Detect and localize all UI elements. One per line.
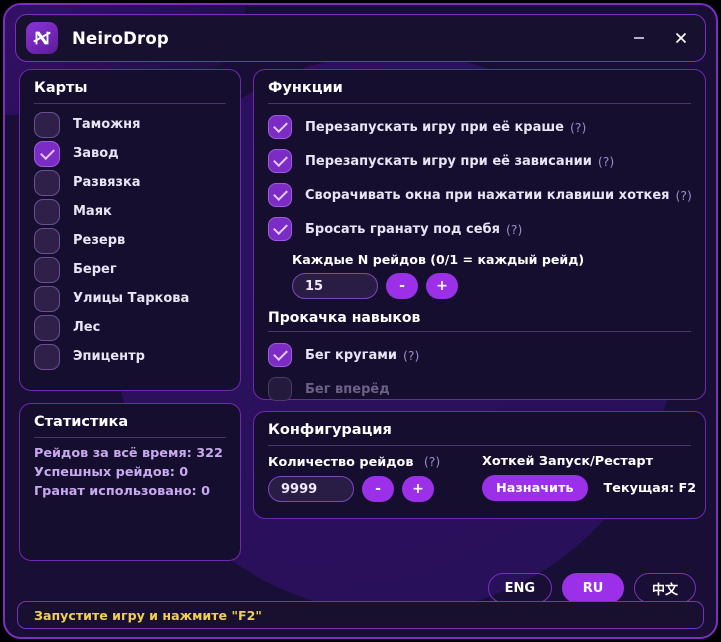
map-item-label: Развязка: [73, 175, 141, 190]
stat-grenades-used: Гранат использовано: 0: [34, 484, 211, 499]
raids-count-increment-button[interactable]: +: [402, 476, 434, 502]
checkbox-icon[interactable]: [268, 343, 292, 367]
configuration-panel-title: Конфигурация: [268, 422, 392, 438]
raids-count-decrement-button[interactable]: -: [362, 476, 394, 502]
checkbox-icon[interactable]: [34, 256, 60, 283]
raids-count-group: Количество рейдов (?) - +: [268, 452, 466, 502]
stat-successful-raids: Успешных рейдов: 0: [34, 465, 189, 480]
divider: [34, 103, 226, 104]
function-drop-grenade[interactable]: Бросать гранату под себя (?): [254, 212, 705, 246]
function-minimize-on-hotkey[interactable]: Сворачивать окна при нажатии клавиши хот…: [254, 178, 705, 212]
app-logo-icon: [26, 22, 58, 54]
function-label: Перезапускать игру при её краше: [305, 119, 564, 135]
checkbox-icon[interactable]: [34, 343, 60, 370]
hotkey-label: Хоткей Запуск/Рестарт: [482, 454, 653, 469]
statistics-panel-title: Статистика: [34, 414, 129, 430]
stat-total-raids: Рейдов за всё время: 322: [34, 446, 223, 461]
language-button-zh[interactable]: 中文: [634, 573, 696, 603]
map-item-label: Лес: [73, 320, 101, 335]
checkbox-icon[interactable]: [34, 314, 60, 341]
language-button-eng[interactable]: ENG: [487, 573, 552, 603]
app-title: NeiroDrop: [72, 28, 169, 48]
assign-hotkey-button[interactable]: Назначить: [482, 475, 588, 501]
close-icon[interactable]: [663, 21, 699, 55]
map-item-label: Маяк: [73, 204, 112, 219]
skill-run-forward[interactable]: Бег вперёд: [254, 372, 705, 406]
functions-panel: Функции Перезапускать игру при её краше …: [253, 69, 706, 401]
raids-count-label-text: Количество рейдов: [268, 455, 414, 470]
checkbox-icon[interactable]: [268, 115, 292, 139]
checkbox-icon[interactable]: [268, 149, 292, 173]
checkbox-icon[interactable]: [34, 285, 60, 312]
divider: [268, 445, 691, 446]
map-item-bereg[interactable]: Берег: [20, 255, 240, 284]
function-label: Сворачивать окна при нажатии клавиши хот…: [305, 187, 670, 203]
skills-section-title: Прокачка навыков: [268, 310, 421, 326]
current-hotkey-value: Текущая: F2: [603, 480, 697, 496]
functions-panel-title: Функции: [268, 80, 343, 96]
map-item-rezerv[interactable]: Резерв: [20, 226, 240, 255]
statistics-panel: Статистика Рейдов за всё время: 322 Успе…: [19, 403, 241, 561]
function-restart-on-crash[interactable]: Перезапускать игру при её краше (?): [254, 110, 705, 144]
maps-panel-title: Карты: [34, 80, 88, 96]
minimize-icon[interactable]: [621, 21, 657, 55]
map-item-ulitsy-tarkova[interactable]: Улицы Таркова: [20, 284, 240, 313]
app-window: NeiroDrop Карты Таможня Завод: [3, 3, 718, 639]
status-bar: Запустите игру и нажмите "F2": [17, 601, 704, 629]
hotkey-group: Хоткей Запуск/Рестарт Назначить Текущая:…: [482, 452, 696, 502]
map-item-tamozhnya[interactable]: Таможня: [20, 110, 240, 139]
help-icon[interactable]: (?): [570, 119, 587, 135]
checkbox-icon[interactable]: [34, 169, 60, 196]
help-icon[interactable]: (?): [402, 347, 420, 363]
skill-run-in-circles[interactable]: Бег кругами (?): [254, 338, 705, 372]
skill-label: Бег вперёд: [305, 381, 390, 397]
raids-count-input[interactable]: [268, 476, 354, 502]
function-label: Бросать гранату под себя: [305, 221, 500, 237]
every-n-raids-stepper: - +: [254, 271, 705, 301]
help-icon[interactable]: (?): [675, 187, 692, 203]
status-text: Запустите игру и нажмите "F2": [34, 607, 262, 623]
checkbox-icon[interactable]: [34, 227, 60, 254]
map-item-epitsentr[interactable]: Эпицентр: [20, 342, 240, 371]
map-item-label: Улицы Таркова: [73, 291, 190, 306]
divider: [268, 103, 691, 104]
checkbox-icon[interactable]: [268, 377, 292, 401]
checkbox-icon[interactable]: [34, 198, 60, 225]
map-item-zavod[interactable]: Завод: [20, 139, 240, 168]
map-item-label: Завод: [73, 146, 119, 161]
function-label: Перезапускать игру при её зависании: [305, 153, 592, 169]
maps-panel: Карты Таможня Завод Развязка Маяк Резерв: [19, 69, 241, 391]
function-restart-on-freeze[interactable]: Перезапускать игру при её зависании (?): [254, 144, 705, 178]
map-item-label: Эпицентр: [73, 349, 145, 364]
language-selector: ENG RU 中文: [487, 573, 696, 603]
help-icon[interactable]: (?): [423, 454, 441, 469]
configuration-panel: Конфигурация Количество рейдов (?) - +: [253, 411, 706, 519]
every-n-raids-increment-button[interactable]: +: [426, 273, 458, 299]
map-item-label: Резерв: [73, 233, 126, 248]
divider: [268, 331, 691, 332]
every-n-raids-input[interactable]: [292, 273, 378, 299]
divider: [34, 437, 226, 438]
every-n-raids-label: Каждые N рейдов (0/1 = каждый рейд): [292, 252, 585, 267]
every-n-raids-decrement-button[interactable]: -: [386, 273, 418, 299]
map-item-les[interactable]: Лес: [20, 313, 240, 342]
language-button-ru[interactable]: RU: [562, 573, 624, 603]
checkbox-icon[interactable]: [268, 217, 292, 241]
checkbox-icon[interactable]: [268, 183, 292, 207]
help-icon[interactable]: (?): [597, 153, 615, 169]
checkbox-icon[interactable]: [34, 111, 60, 138]
map-item-razvyazka[interactable]: Развязка: [20, 168, 240, 197]
window-controls: [621, 21, 699, 55]
map-item-mayak[interactable]: Маяк: [20, 197, 240, 226]
map-item-label: Таможня: [73, 117, 141, 132]
skill-label: Бег кругами: [305, 347, 397, 363]
help-icon[interactable]: (?): [505, 221, 523, 237]
checkbox-icon[interactable]: [34, 140, 60, 167]
raids-count-label: Количество рейдов (?): [268, 452, 466, 476]
map-item-label: Берег: [73, 262, 117, 277]
title-bar: NeiroDrop: [15, 14, 706, 62]
